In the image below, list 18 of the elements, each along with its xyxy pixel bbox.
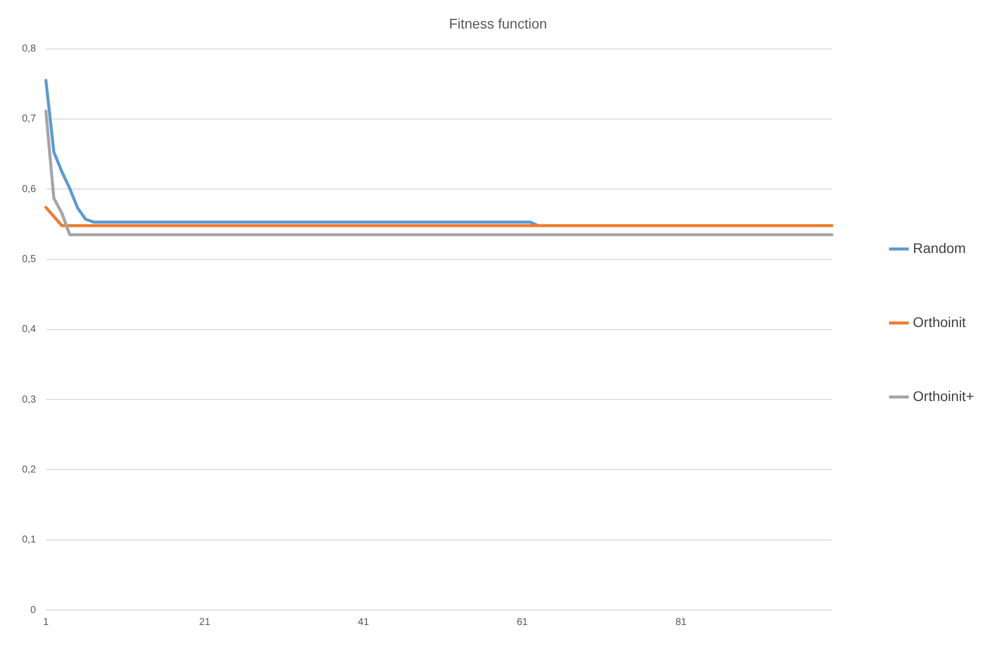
x-tick-label: 61 xyxy=(516,616,528,628)
x-tick-label: 81 xyxy=(676,616,688,628)
y-tick-label: 0,5 xyxy=(22,254,36,265)
y-tick-label: 0,8 xyxy=(22,44,36,55)
legend-label: Orthoinit xyxy=(912,314,966,330)
x-tick-label: 1 xyxy=(43,616,50,628)
y-tick-label: 0,3 xyxy=(22,394,36,406)
y-tick-label: 0 xyxy=(30,604,36,616)
y-tick-label: 0,4 xyxy=(22,324,36,336)
x-tick-label: 21 xyxy=(199,616,211,628)
y-tick-label: 0,7 xyxy=(22,114,36,125)
legend-label: Random xyxy=(912,240,966,256)
chart-title: Fitness function xyxy=(448,15,548,32)
y-tick-label: 0,1 xyxy=(22,534,36,546)
y-tick-label: 0,2 xyxy=(22,464,36,476)
x-tick-label: 41 xyxy=(358,616,370,628)
legend-label: Orthoinit+ xyxy=(912,388,974,404)
y-tick-label: 0,6 xyxy=(22,184,36,195)
